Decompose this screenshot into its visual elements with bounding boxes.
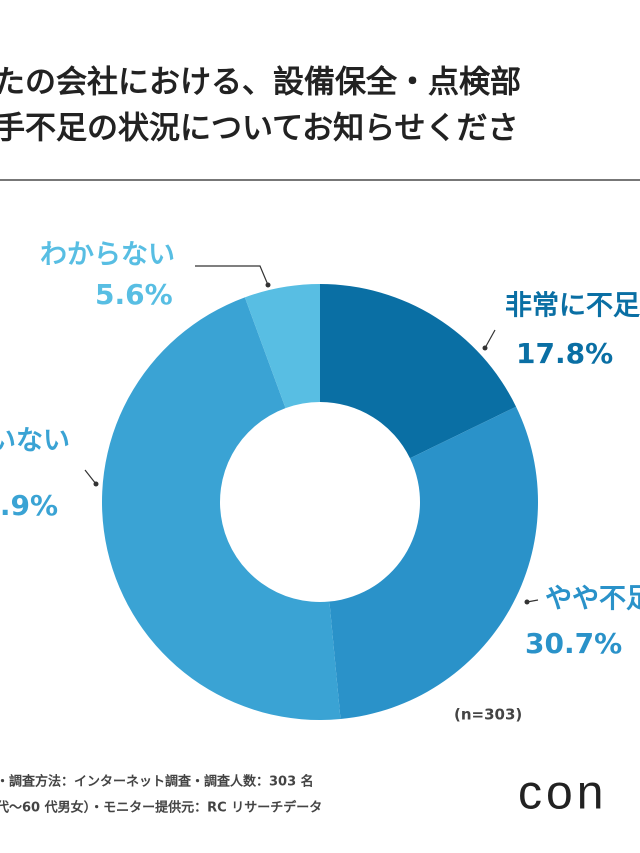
chart-title: たの会社における、設備保全・点検部 bbox=[0, 65, 521, 101]
value-label: 45.9% bbox=[0, 489, 58, 522]
leader-dot bbox=[524, 599, 530, 605]
category-label: やや不足 bbox=[545, 584, 640, 615]
category-label: 不足していない bbox=[0, 426, 70, 457]
value-label: 17.8% bbox=[516, 337, 613, 370]
leader-dot bbox=[93, 481, 99, 487]
leader-line bbox=[484, 329, 496, 349]
source: ・調査方法：インターネット調査・調査人数：303 名 bbox=[0, 774, 314, 790]
donut-segment bbox=[320, 284, 517, 459]
logo: con bbox=[518, 767, 607, 820]
leader-line bbox=[195, 265, 269, 286]
leader-line bbox=[84, 469, 97, 485]
donut-segment bbox=[244, 284, 320, 409]
chart-title: 手不足の状況についてお知らせくださ bbox=[0, 111, 519, 147]
leader-dot bbox=[265, 282, 271, 288]
category-label: 非常に不足 bbox=[505, 291, 640, 322]
donut-segment bbox=[101, 297, 341, 720]
value-label: 5.6% bbox=[95, 278, 173, 311]
sample-note: (n=303) bbox=[454, 706, 522, 724]
donut-segment bbox=[329, 406, 539, 720]
value-label: 30.7% bbox=[525, 627, 622, 660]
category-label: わからない bbox=[40, 240, 175, 271]
leader-dot bbox=[482, 345, 488, 351]
source: 代～60 代男女）・モニター提供元：RC リサーチデータ bbox=[0, 800, 322, 816]
